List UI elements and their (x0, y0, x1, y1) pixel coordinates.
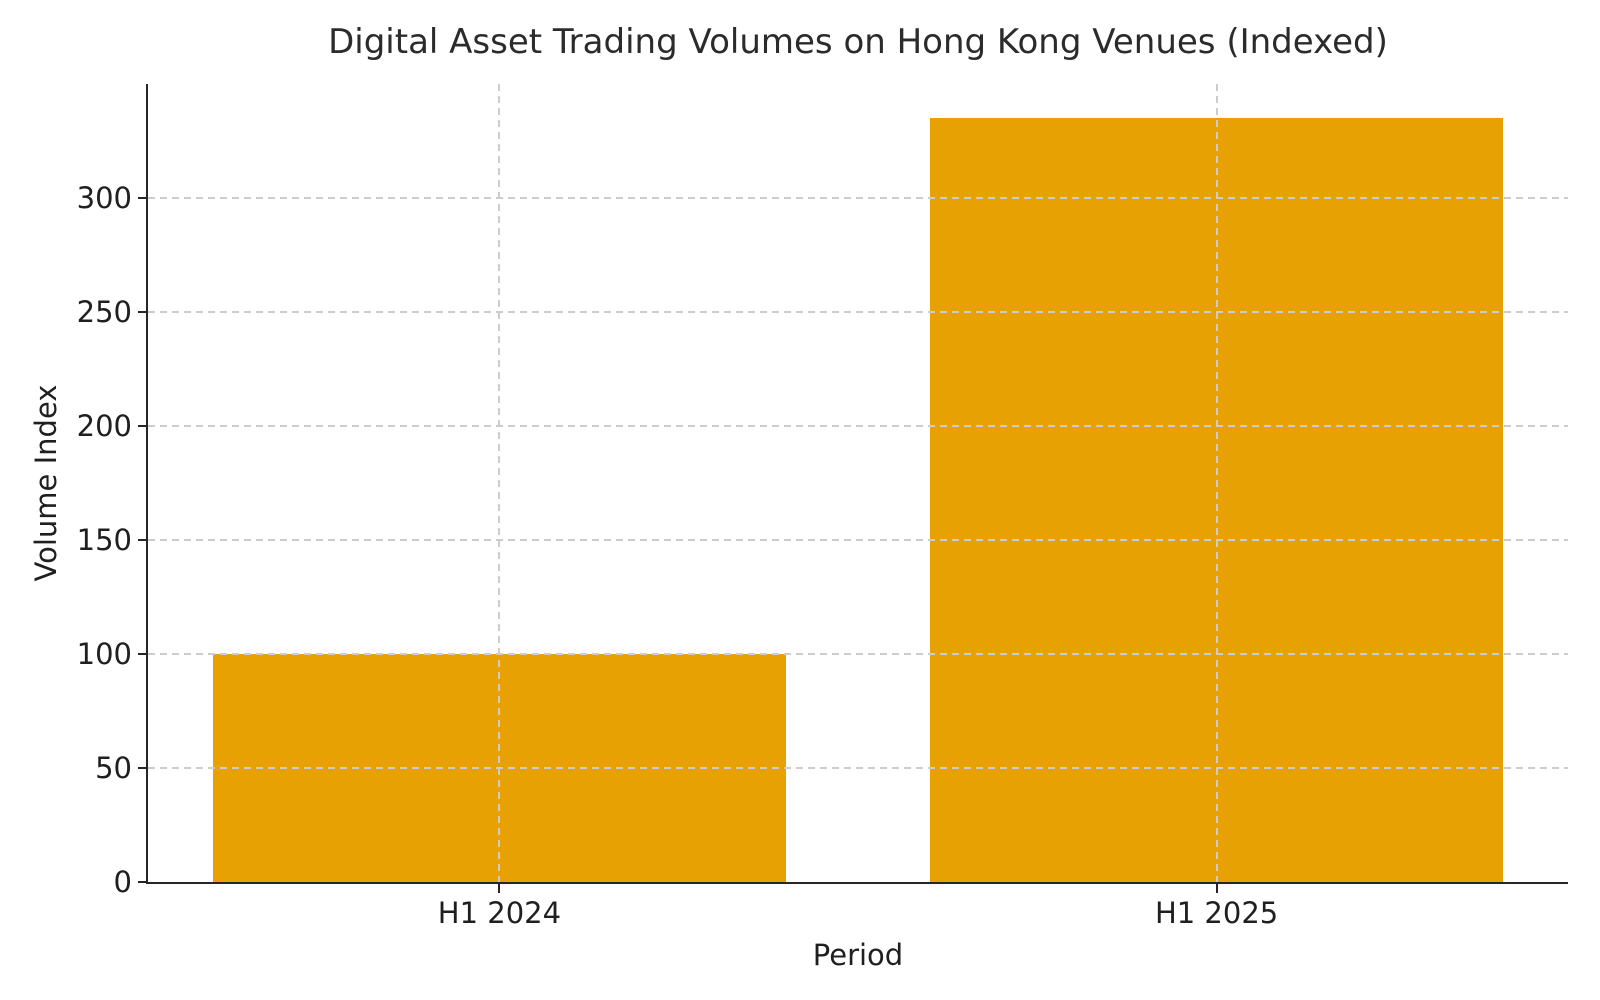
x-tick-label-h1-2025: H1 2025 (1154, 896, 1279, 930)
gridline-x-h1-2024 (498, 84, 501, 882)
y-tick-250 (138, 311, 146, 313)
y-tick-100 (138, 653, 146, 655)
gridline-y-50 (148, 767, 1568, 769)
y-tick-label-100: 100 (76, 637, 132, 671)
gridline-x-h1-2025 (1215, 84, 1218, 882)
y-tick-200 (138, 425, 146, 427)
y-tick-150 (138, 539, 146, 541)
y-tick-label-150: 150 (76, 523, 132, 557)
gridline-y-250 (148, 311, 1568, 313)
x-tick-h1-2025 (1215, 884, 1218, 893)
gridline-y-150 (148, 539, 1568, 541)
x-tick-h1-2024 (498, 884, 501, 893)
y-tick-0 (138, 881, 146, 883)
chart-title: Digital Asset Trading Volumes on Hong Ko… (328, 22, 1388, 62)
y-tick-50 (138, 767, 146, 769)
gridline-y-100 (148, 653, 1568, 655)
y-tick-label-0: 0 (113, 865, 132, 899)
gridline-y-300 (148, 197, 1568, 199)
y-tick-label-250: 250 (76, 295, 132, 329)
y-tick-label-50: 50 (95, 751, 132, 785)
x-tick-label-h1-2024: H1 2024 (437, 896, 562, 930)
y-tick-label-200: 200 (76, 409, 132, 443)
y-axis-label: Volume Index (29, 384, 63, 582)
x-axis-label: Period (812, 938, 904, 972)
plot-area (138, 84, 1568, 893)
y-tick-label-300: 300 (76, 181, 132, 215)
y-tick-300 (138, 197, 146, 199)
gridline-y-200 (148, 425, 1568, 427)
